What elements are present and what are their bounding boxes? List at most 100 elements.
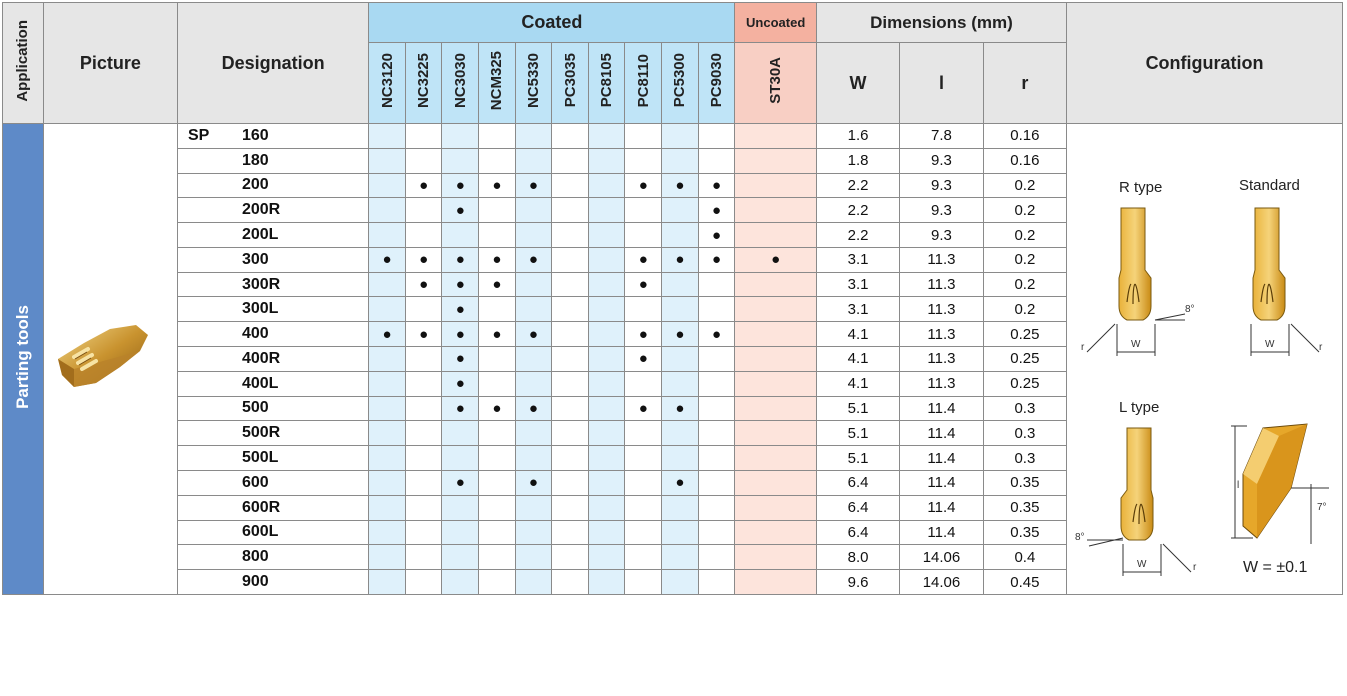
designation-cell: 600R	[176, 494, 370, 521]
grade-availability-cell: ●	[404, 246, 443, 273]
dim-r-cell: 0.25	[982, 346, 1068, 372]
grade-availability-cell	[697, 370, 736, 397]
grade-availability-cell	[514, 296, 553, 323]
grade-availability-cell	[551, 296, 589, 323]
grade-availability-cell	[734, 445, 817, 471]
grade-availability-cell	[587, 147, 626, 174]
grade-availability-cell	[587, 469, 626, 496]
grade-availability-cell	[514, 569, 553, 595]
designation-code: 500L	[241, 449, 279, 467]
dim-w-cell: 5.1	[815, 445, 901, 471]
dim-r-cell: 0.2	[982, 271, 1068, 298]
grade-availability-cell	[514, 222, 553, 248]
designation-code: 200L	[241, 226, 279, 244]
grade-availability-cell	[734, 346, 817, 372]
grade-availability-cell	[661, 420, 699, 447]
grade-availability-cell	[404, 395, 443, 422]
dim-r-cell: 0.25	[982, 321, 1068, 348]
grade-availability-cell	[734, 544, 817, 571]
table-row: 600R 6.4 11.4 0.35	[3, 494, 1343, 521]
dim-w-cell: 4.1	[815, 370, 901, 397]
grade-availability-cell: ●	[478, 246, 516, 273]
grade-availability-cell	[734, 222, 817, 248]
dim-l-cell: 14.06	[899, 569, 984, 595]
grade-availability-cell	[734, 469, 817, 496]
grade-availability-cell	[368, 123, 406, 149]
grade-availability-cell	[587, 197, 626, 224]
designation-header: Designation	[176, 2, 370, 124]
designation-cell: 400L	[176, 370, 370, 397]
grade-availability-cell	[478, 123, 516, 149]
dim-l-cell: 11.4	[899, 469, 984, 496]
insert-image	[57, 325, 148, 387]
grade-availability-cell	[587, 420, 626, 447]
grade-availability-cell	[697, 346, 736, 372]
dim-r-cell: 0.16	[982, 147, 1068, 174]
dimensions-header: Dimensions (mm)	[815, 2, 1068, 43]
dim-r-header: r	[982, 42, 1068, 124]
application-cell: Parting tools	[2, 123, 44, 595]
grade-availability-cell: ●	[624, 346, 663, 372]
grade-availability-cell: ●	[441, 246, 480, 273]
grade-availability-cell: ●	[441, 395, 480, 422]
grade-availability-cell	[587, 494, 626, 521]
grade-availability-cell	[624, 296, 663, 323]
designation-code: 300R	[241, 275, 281, 293]
grade-availability-cell	[624, 569, 663, 595]
grade-availability-cell	[697, 544, 736, 571]
grade-availability-cell	[661, 147, 699, 174]
grade-availability-cell	[587, 321, 626, 348]
grade-availability-cell: ●	[514, 172, 553, 199]
grade-availability-cell	[734, 420, 817, 447]
grade-availability-cell	[478, 469, 516, 496]
grade-availability-cell	[441, 544, 480, 571]
dim-r-cell: 0.2	[982, 296, 1068, 323]
grade-availability-cell: ●	[441, 197, 480, 224]
dim-l-cell: 11.4	[899, 494, 984, 521]
grade-availability-cell	[587, 519, 626, 546]
table-row: 500 ● ● ● ● ● 5.1 11.4 0.3	[3, 395, 1343, 422]
table-row: 800 8.0 14.06 0.4	[3, 544, 1343, 571]
grade-availability-cell	[661, 445, 699, 471]
dim-r-cell: 0.4	[982, 544, 1068, 571]
designation-code: 500	[241, 399, 269, 417]
dim-l-cell: 9.3	[899, 147, 984, 174]
grade-availability-cell: ●	[404, 271, 443, 298]
dim-l-cell: 9.3	[899, 197, 984, 224]
grade-availability-cell	[514, 271, 553, 298]
dim-w-cell: 1.8	[815, 147, 901, 174]
grade-availability-cell	[368, 420, 406, 447]
designation-code: 180	[241, 151, 269, 169]
grade-availability-cell	[514, 519, 553, 546]
grade-availability-cell	[551, 271, 589, 298]
grade-availability-cell	[697, 569, 736, 595]
grade-availability-cell	[661, 370, 699, 397]
grade-availability-cell	[514, 544, 553, 571]
grade-availability-cell	[661, 271, 699, 298]
designation-code: 600R	[241, 498, 281, 516]
table-row: 400L ● 4.1 11.3 0.25	[3, 370, 1343, 397]
grade-availability-cell	[368, 544, 406, 571]
grade-availability-cell	[624, 544, 663, 571]
grade-availability-cell	[624, 123, 663, 149]
grade-availability-cell	[587, 569, 626, 595]
grade-availability-cell	[368, 197, 406, 224]
grade-availability-cell	[551, 172, 589, 199]
designation-code: 160	[241, 126, 269, 144]
dim-r-cell: 0.2	[982, 222, 1068, 248]
designation-code: 400R	[241, 349, 281, 367]
grade-availability-cell	[551, 544, 589, 571]
grade-availability-cell: ●	[514, 469, 553, 496]
dim-w-cell: 4.1	[815, 346, 901, 372]
grade-availability-cell	[478, 346, 516, 372]
grade-availability-cell	[734, 197, 817, 224]
grade-availability-cell	[514, 445, 553, 471]
grade-availability-cell: ●	[441, 370, 480, 397]
dim-w-cell: 2.2	[815, 222, 901, 248]
designation-code: 200R	[241, 201, 281, 219]
grade-availability-cell	[551, 569, 589, 595]
grade-header: NCM325	[478, 42, 516, 124]
dim-w-cell: 5.1	[815, 395, 901, 422]
grade-availability-cell: ●	[441, 296, 480, 323]
grade-availability-cell	[551, 246, 589, 273]
